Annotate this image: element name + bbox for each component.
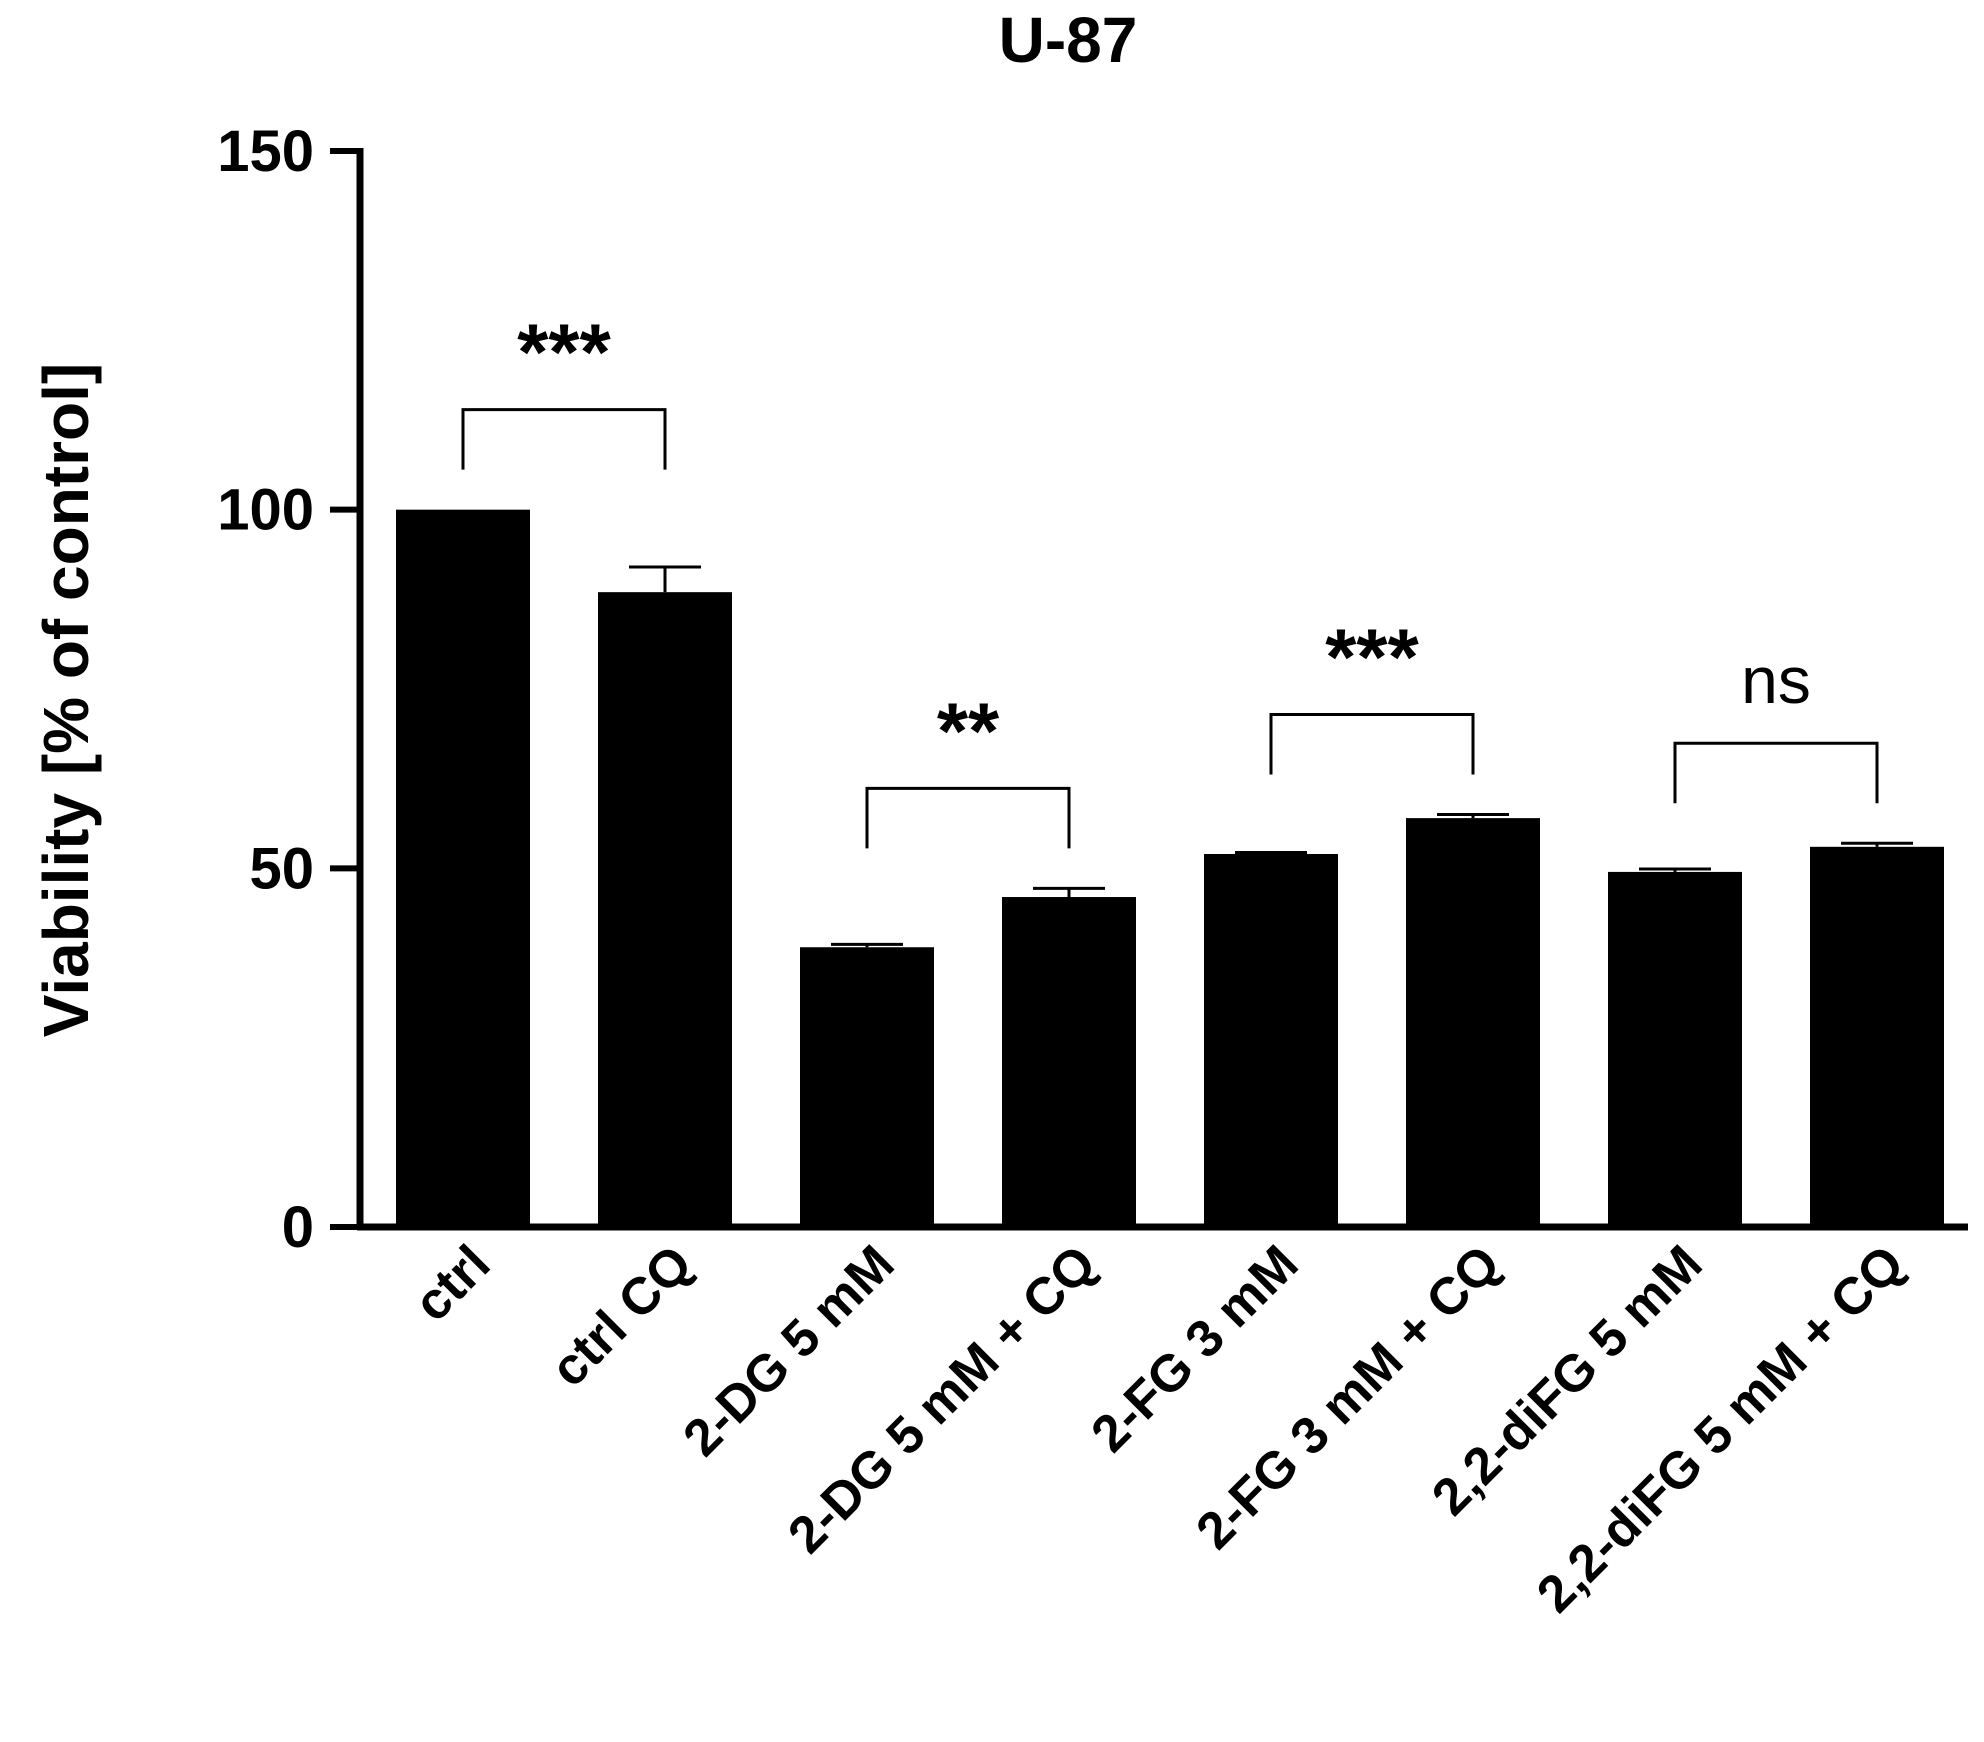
bar [1608,871,1742,1227]
x-tick-label: 2,2-diFG 5 mM + CQ [1526,1234,1915,1623]
bar [1810,846,1944,1227]
x-axis-ticks: ctrl ctrl CQ2-DG 5 mM2-DG 5 mM + CQ2-FG 3… [403,1234,1915,1623]
significance-label: *** [1325,613,1419,702]
error-bars [629,565,1913,948]
y-axis-ticks: 0 50 100 150 [217,119,360,1260]
significance-bracket [865,786,1071,849]
significance-bracket [1673,741,1879,804]
significance-label: ** [937,686,1000,775]
significance-label: *** [517,308,611,397]
y-tick-label: 100 [217,478,314,543]
significance-bracket [461,408,667,470]
bar [598,592,732,1227]
bar [396,509,530,1228]
significance-bracket [1269,713,1475,775]
y-tick-label: 0 [282,1195,314,1260]
bar [1204,853,1338,1227]
x-tick-label: ctrl [403,1234,501,1332]
significance-brackets: ******** ns [461,308,1879,849]
bar [1002,897,1136,1227]
bars [396,509,1944,1228]
y-axis-label: Viability [% of control] [30,363,102,1037]
x-tick-label: ctrl CQ [540,1234,704,1398]
bar [1406,818,1540,1227]
significance-label: ns [1741,643,1811,717]
y-tick-label: 50 [249,836,314,901]
bar [800,947,934,1227]
chart-title: U-87 [999,4,1138,76]
axes [356,148,1968,1231]
y-tick-label: 150 [217,119,314,184]
